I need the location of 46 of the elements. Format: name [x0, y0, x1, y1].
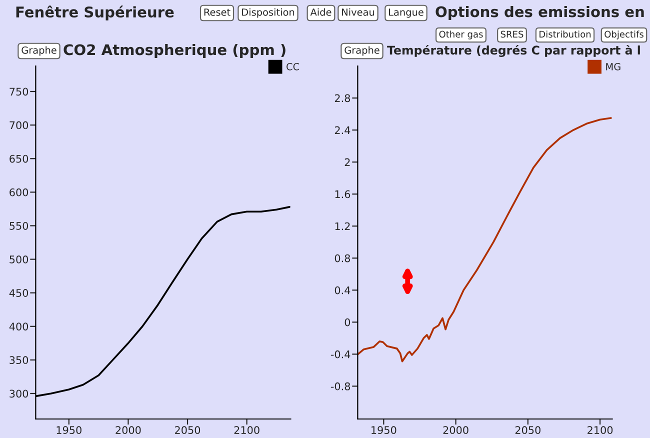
y-tick-label: 350 — [10, 356, 28, 364]
x-tick-label: 1950 — [372, 426, 396, 434]
y-tick-label: 400 — [9, 322, 28, 330]
legend-label: CC — [286, 63, 300, 70]
y-tick-label: 1.6 — [335, 190, 350, 198]
text: Langue — [389, 8, 424, 18]
y-tick-label: 450 — [9, 289, 28, 297]
text: Disposition — [242, 8, 294, 18]
y-tick-label: 0.4 — [334, 286, 350, 294]
x-tick-label: 2050 — [175, 426, 200, 434]
x-tick-label: 2050 — [515, 426, 540, 434]
y-tick-label: 0 — [344, 318, 350, 326]
text: Graphe — [22, 46, 56, 56]
text: Other gas — [439, 30, 483, 40]
x-tick-label: 2000 — [443, 426, 468, 434]
legend-label: MG — [606, 63, 620, 70]
y-tick-label: 2.4 — [334, 126, 350, 134]
text: Distribution — [540, 30, 591, 38]
text: SRES — [500, 30, 524, 38]
y-tick-label: 2 — [344, 158, 350, 166]
x-tick-label: 2100 — [234, 426, 260, 434]
text: Graphe — [344, 46, 380, 56]
y-tick-label: 550 — [10, 222, 28, 230]
text: Niveau — [342, 8, 374, 16]
x-tick-label: 1950 — [56, 426, 82, 434]
y-tick-label: -0.4 — [330, 350, 350, 358]
y-tick-label: 750 — [10, 88, 28, 96]
chart-title: Température (degrés C par rapport à l — [387, 45, 640, 57]
text: Fenêtre Supérieure — [16, 6, 174, 20]
y-tick-label: 600 — [10, 188, 28, 196]
y-tick-label: 300 — [10, 390, 28, 398]
y-tick-label: 500 — [10, 256, 28, 264]
chart-title: CO2 Atmospherique (ppm ) — [64, 44, 286, 58]
text: Aide — [310, 8, 332, 16]
text: Reset — [204, 8, 230, 16]
line-series — [358, 117, 612, 362]
text: Options des emissions en — [436, 6, 644, 20]
y-tick-label: 0.8 — [334, 254, 350, 262]
x-tick-label: 2000 — [116, 426, 141, 434]
y-tick-label: 700 — [10, 121, 28, 130]
y-tick-label: 1.2 — [335, 222, 350, 230]
text: Objectifs — [604, 30, 644, 40]
y-tick-label: 650 — [10, 154, 28, 163]
y-tick-label: -0.8 — [330, 382, 350, 390]
x-tick-label: 2100 — [588, 426, 613, 434]
y-tick-label: 2.8 — [334, 94, 350, 102]
